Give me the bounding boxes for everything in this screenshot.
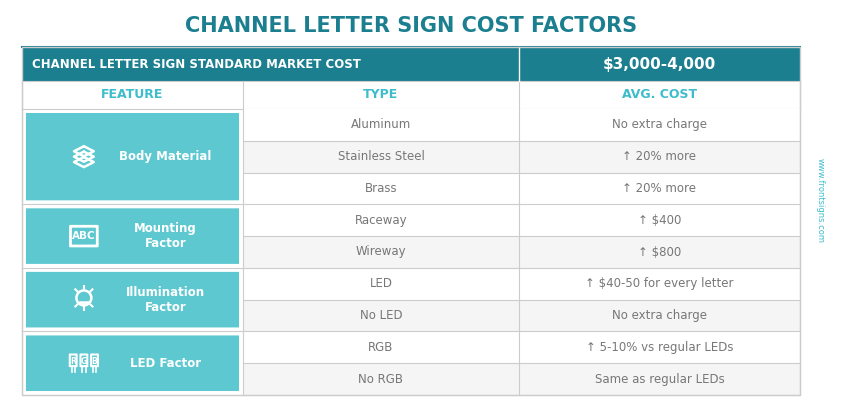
Text: AVG. COST: AVG. COST	[621, 88, 696, 102]
FancyBboxPatch shape	[26, 336, 239, 391]
Bar	[243, 300, 799, 332]
Text: Wireway: Wireway	[355, 246, 406, 258]
Bar	[243, 109, 799, 141]
FancyBboxPatch shape	[26, 272, 239, 328]
Text: Stainless Steel: Stainless Steel	[337, 150, 424, 163]
Text: ↑ $400: ↑ $400	[637, 214, 680, 227]
Text: ↑ $40-50 for every letter: ↑ $40-50 for every letter	[585, 277, 733, 290]
Text: No RGB: No RGB	[358, 373, 403, 386]
Text: LED Factor: LED Factor	[130, 357, 201, 370]
Text: B: B	[91, 357, 97, 366]
Text: CHANNEL LETTER SIGN STANDARD MARKET COST: CHANNEL LETTER SIGN STANDARD MARKET COST	[32, 58, 360, 70]
Bar	[22, 47, 799, 81]
Text: TYPE: TYPE	[363, 88, 398, 102]
Text: Brass: Brass	[365, 182, 397, 195]
Text: Mounting
Factor: Mounting Factor	[134, 222, 197, 250]
Text: RGB: RGB	[368, 341, 393, 354]
Bar	[243, 268, 799, 300]
Text: Same as regular LEDs: Same as regular LEDs	[594, 373, 723, 386]
Bar	[243, 236, 799, 268]
Text: No extra charge: No extra charge	[611, 118, 706, 131]
Text: Body Material: Body Material	[119, 150, 212, 163]
Bar	[243, 172, 799, 204]
Bar	[243, 332, 799, 363]
Text: LED: LED	[369, 277, 392, 290]
Text: ↑ $800: ↑ $800	[637, 246, 680, 258]
Text: R: R	[70, 357, 76, 366]
Text: $3,000-4,000: $3,000-4,000	[602, 56, 715, 72]
Text: ↑ 5-10% vs regular LEDs: ↑ 5-10% vs regular LEDs	[585, 341, 733, 354]
Text: G: G	[81, 357, 87, 366]
Bar	[22, 81, 799, 109]
Text: www.frontsigns.com: www.frontsigns.com	[814, 158, 824, 242]
Bar	[22, 47, 799, 395]
Text: ↑ 20% more: ↑ 20% more	[622, 182, 695, 195]
Text: No LED: No LED	[360, 309, 402, 322]
Text: Raceway: Raceway	[354, 214, 407, 227]
Bar	[243, 363, 799, 395]
Text: ↑ 20% more: ↑ 20% more	[622, 150, 695, 163]
FancyBboxPatch shape	[26, 208, 239, 264]
FancyBboxPatch shape	[26, 113, 239, 200]
Bar	[243, 141, 799, 172]
Text: Aluminum: Aluminum	[350, 118, 411, 131]
Text: FEATURE: FEATURE	[101, 88, 164, 102]
Text: CHANNEL LETTER SIGN COST FACTORS: CHANNEL LETTER SIGN COST FACTORS	[185, 16, 636, 36]
Text: Illumination
Factor: Illumination Factor	[126, 286, 205, 314]
Text: No extra charge: No extra charge	[611, 309, 706, 322]
Bar	[243, 204, 799, 236]
Text: ABC: ABC	[72, 231, 95, 241]
